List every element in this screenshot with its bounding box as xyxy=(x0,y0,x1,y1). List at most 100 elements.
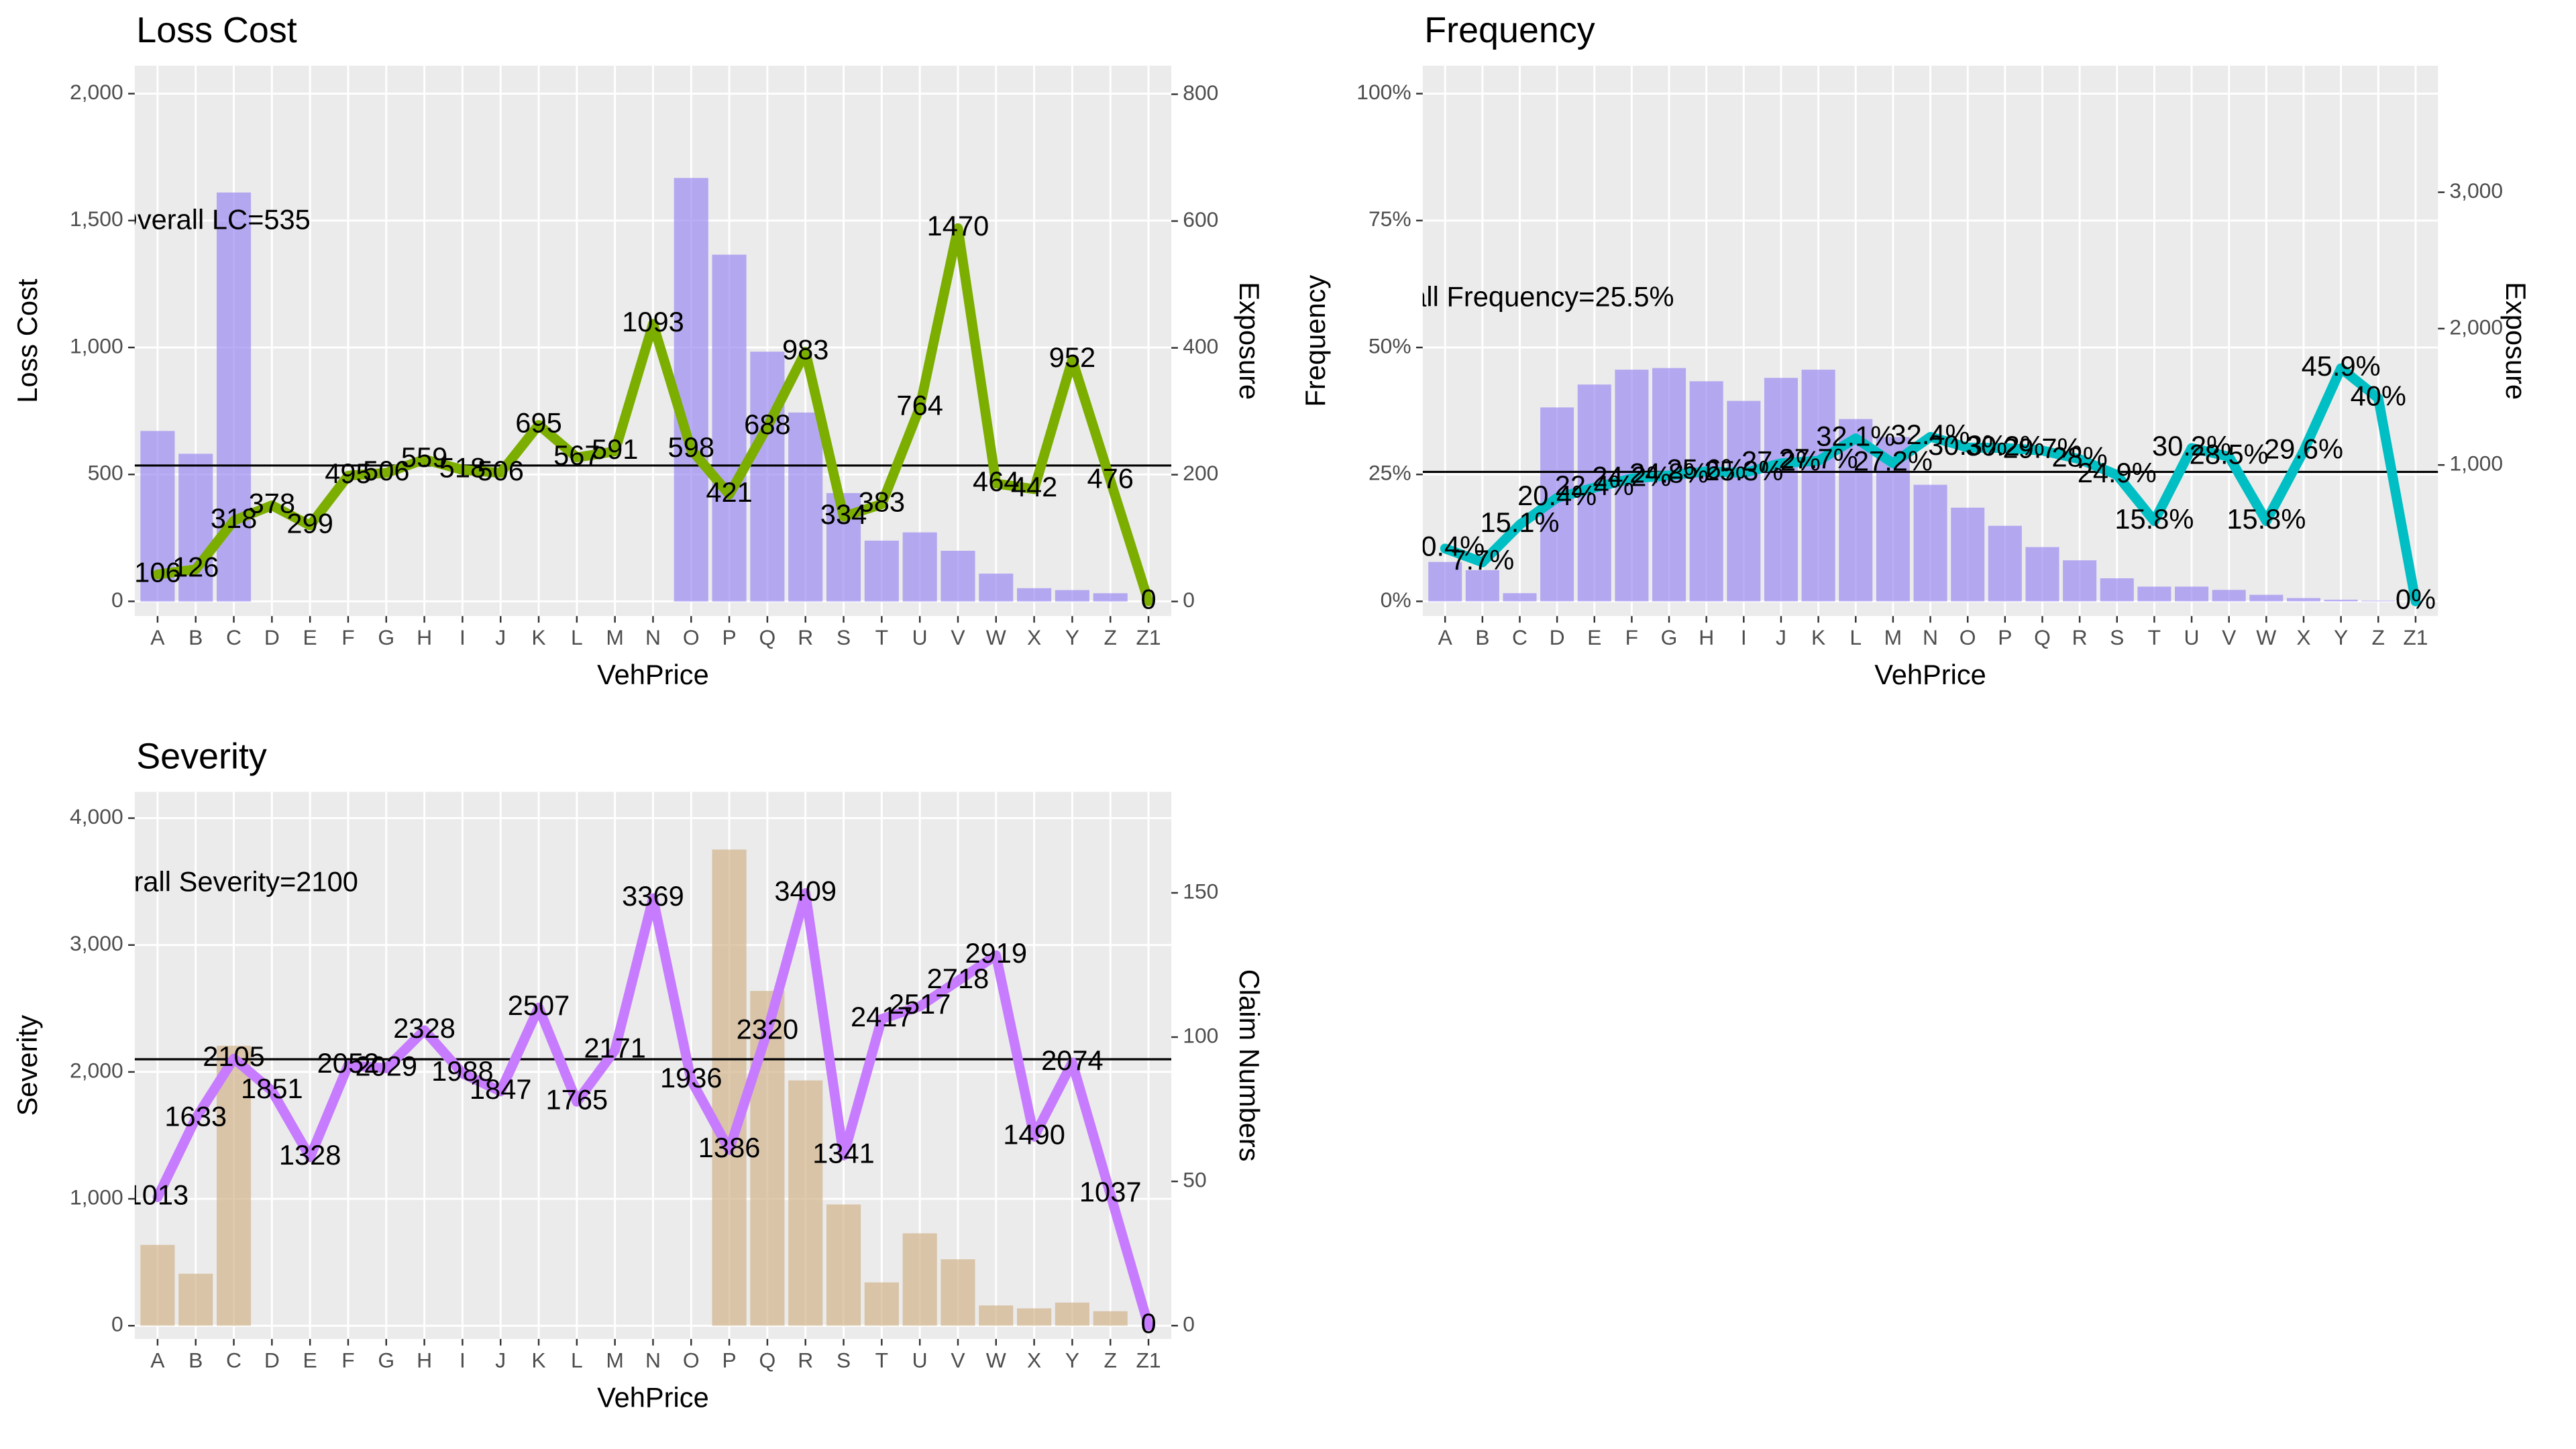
value-label: 2718 xyxy=(927,963,989,994)
x-tick-label: G xyxy=(378,1348,394,1373)
value-label: 28% xyxy=(2051,441,2107,473)
value-label: 1341 xyxy=(812,1138,875,1169)
y-tick-label: 0 xyxy=(111,1312,123,1336)
x-tick-label: Z xyxy=(1104,1348,1116,1373)
x-tick-label: U xyxy=(2184,625,2200,649)
x-tick-label: B xyxy=(189,625,203,649)
x-tick-label: M xyxy=(1884,625,1902,649)
y-tick-label: 1,500 xyxy=(70,207,123,231)
x-tick-label: J xyxy=(495,625,506,649)
bar xyxy=(902,1233,937,1326)
value-label: 2320 xyxy=(737,1013,799,1044)
value-label: 952 xyxy=(1049,341,1095,373)
value-label: 1633 xyxy=(164,1100,227,1132)
value-label: 559 xyxy=(401,441,447,473)
x-tick-label: A xyxy=(150,625,165,649)
value-label: 334 xyxy=(820,498,867,530)
bar xyxy=(902,532,937,602)
value-label: 1988 xyxy=(431,1055,494,1087)
bar xyxy=(1503,593,1537,602)
x-tick-label: U xyxy=(912,625,928,649)
x-tick-label: T xyxy=(875,1348,888,1373)
x-tick-label: C xyxy=(226,625,241,649)
x-tick-label: V xyxy=(951,1348,965,1373)
value-label: 0% xyxy=(2396,583,2436,614)
chart-title: Severity xyxy=(136,737,267,777)
value-label: 29.6% xyxy=(2264,433,2343,464)
value-label: 10.4% xyxy=(1405,531,1485,562)
y2-tick-label: 600 xyxy=(1183,207,1218,231)
value-label: 1386 xyxy=(698,1132,761,1163)
bar xyxy=(1801,370,1835,602)
y-tick-label: 50% xyxy=(1368,333,1411,358)
bar xyxy=(826,1204,861,1326)
bar xyxy=(941,1259,975,1326)
x-tick-label: C xyxy=(1512,625,1527,649)
x-tick-label: Z1 xyxy=(1136,625,1161,649)
x-tick-label: H xyxy=(417,625,432,649)
value-label: 25.3% xyxy=(1704,455,1783,486)
value-label: 25.6% xyxy=(1667,453,1746,485)
value-label: 383 xyxy=(859,486,905,517)
x-tick-label: H xyxy=(1699,625,1714,649)
bar xyxy=(1428,561,1462,602)
line xyxy=(152,888,1154,1331)
x-tick-label: D xyxy=(1550,625,1565,649)
x-tick-label: P xyxy=(722,1348,736,1373)
value-label: 506 xyxy=(363,455,409,486)
x-tick-label: D xyxy=(264,625,280,649)
bar xyxy=(750,352,785,602)
value-label: 442 xyxy=(1011,471,1057,502)
value-label: 1470 xyxy=(927,210,989,241)
bar xyxy=(2063,560,2097,602)
chart-title: Frequency xyxy=(1424,10,1595,50)
value-label: 15.8% xyxy=(2114,503,2194,535)
y-tick-label: 0% xyxy=(1381,588,1411,612)
value-label: 29.7% xyxy=(2002,433,2082,464)
value-label: 1765 xyxy=(546,1083,608,1115)
bar xyxy=(178,453,213,602)
y2-axis-title: Exposure xyxy=(2500,282,2532,400)
x-tick-label: I xyxy=(460,1348,466,1373)
bar xyxy=(1913,484,1947,602)
x-tick-label: Q xyxy=(759,625,776,649)
bar xyxy=(2286,598,2321,602)
value-label: 421 xyxy=(706,476,752,508)
bar xyxy=(1764,378,1799,602)
x-tick-label: F xyxy=(341,625,354,649)
value-label: 2052 xyxy=(317,1047,380,1079)
value-label: 24.2% xyxy=(1592,460,1671,492)
x-tick-label: K xyxy=(531,625,545,649)
x-tick-label: W xyxy=(2256,625,2276,649)
value-label: 32.1% xyxy=(1816,420,1895,451)
bar xyxy=(178,1273,213,1326)
bar xyxy=(2212,590,2246,602)
x-tick-label: O xyxy=(1960,625,1976,649)
y-tick-label: 1,000 xyxy=(70,1185,123,1209)
bar xyxy=(1988,525,2022,602)
value-label: 506 xyxy=(477,455,523,486)
x-tick-label: S xyxy=(837,625,851,649)
value-label: 2328 xyxy=(393,1012,455,1044)
bar xyxy=(1055,590,1089,602)
x-tick-label: B xyxy=(189,1348,203,1373)
x-tick-label: L xyxy=(1849,625,1862,649)
x-tick-label: Z1 xyxy=(1136,1348,1161,1373)
y2-tick-label: 0 xyxy=(1183,1312,1195,1336)
value-label: 30.2% xyxy=(1966,430,2045,462)
y2-axis-title: Exposure xyxy=(1234,282,1265,400)
bar xyxy=(1465,570,1499,602)
x-tick-label: N xyxy=(645,1348,661,1373)
value-label: 2919 xyxy=(965,937,1027,969)
bar xyxy=(788,1080,823,1326)
value-label: 3409 xyxy=(774,875,837,906)
bar xyxy=(1652,368,1686,602)
value-label: 318 xyxy=(211,502,257,534)
bar xyxy=(2324,599,2358,602)
value-label: 45.9% xyxy=(2302,350,2381,382)
value-label: 24.9% xyxy=(2078,457,2157,488)
value-label: 378 xyxy=(249,487,295,519)
value-label: 0 xyxy=(1140,583,1156,614)
y2-tick-label: 3,000 xyxy=(2449,178,2503,203)
